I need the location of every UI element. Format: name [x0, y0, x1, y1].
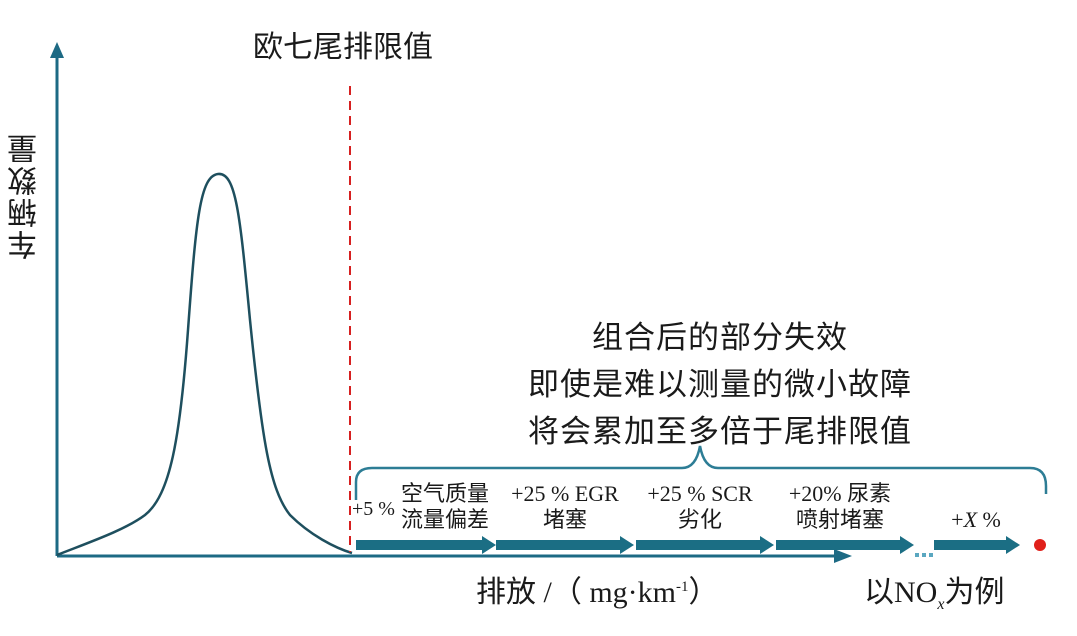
note-line-1: 组合后的部分失效 [592, 320, 848, 355]
fault-2-label: +25 % EGR 堵塞 [496, 481, 634, 533]
fault-3-name: SCR [711, 481, 753, 506]
example-label-suffix: 为例 [944, 576, 1005, 609]
x-axis-label-superscript: -1 [676, 579, 689, 595]
fault-arrow-3 [636, 540, 762, 550]
fault-arrows [356, 536, 1020, 557]
y-axis-arrowhead-icon [50, 42, 64, 58]
fault-4-name: 尿素 [847, 481, 892, 506]
y-axis-label: 车辆数量 [9, 132, 42, 260]
fault-5-increase: + [951, 507, 964, 532]
fault-3-label: +25 % SCR 劣化 [636, 481, 764, 533]
fault-3-name-line2: 劣化 [677, 507, 722, 532]
x-axis-label-close: ） [688, 576, 719, 609]
limit-title: 欧七尾排限值 [253, 31, 433, 64]
fault-4-label: +20% 尿素 喷射堵塞 [770, 481, 910, 533]
fault-2-name-line2: 堵塞 [542, 507, 587, 532]
ellipsis-dots [915, 553, 933, 557]
fault-3-increase: +25 % [647, 481, 706, 506]
x-axis-label-text: 排放 /（ mg·km [476, 576, 676, 609]
fault-arrow-4 [776, 540, 902, 550]
note-line-3: 将会累加至多倍于尾排限值 [528, 414, 912, 449]
fault-1-increase: +5 % [352, 498, 395, 520]
fault-arrow-4-head-icon [900, 536, 914, 554]
fault-arrow-3-head-icon [760, 536, 774, 554]
endpoint-dot [1034, 539, 1046, 551]
brace [354, 445, 1048, 500]
fault-1-name-line1: 空气质量 [400, 481, 489, 506]
fault-arrow-5 [934, 540, 1008, 550]
fault-1-name: 空气质量 流量偏差 [396, 481, 494, 533]
fault-4-increase: +20% [788, 481, 842, 506]
fault-2-name: EGR [574, 481, 619, 506]
fault-arrow-2 [496, 540, 622, 550]
fault-5-label: +X % [934, 507, 1018, 533]
fault-2-increase: +25 % [511, 481, 570, 506]
fault-arrow-2-head-icon [620, 536, 634, 554]
fault-4-name-line2: 喷射堵塞 [795, 507, 884, 532]
x-axis-label: 排放 /（ mg·km-1） [476, 567, 719, 611]
example-label-prefix: 以NO [864, 576, 938, 609]
fault-arrow-5-head-icon [1006, 536, 1020, 554]
fault-arrow-1-head-icon [482, 536, 496, 554]
fault-5-variable: X [963, 507, 978, 532]
example-label: 以NOx为例 [864, 567, 1004, 614]
example-label-subscript: x [937, 596, 945, 613]
fault-5-unit: % [982, 507, 1001, 532]
fault-arrow-1 [356, 540, 484, 550]
note-line-2: 即使是难以测量的微小故障 [528, 367, 912, 402]
fault-1-name-line2: 流量偏差 [400, 507, 489, 532]
distribution-curve [56, 172, 353, 557]
x-axis-arrowhead-icon [834, 549, 852, 563]
